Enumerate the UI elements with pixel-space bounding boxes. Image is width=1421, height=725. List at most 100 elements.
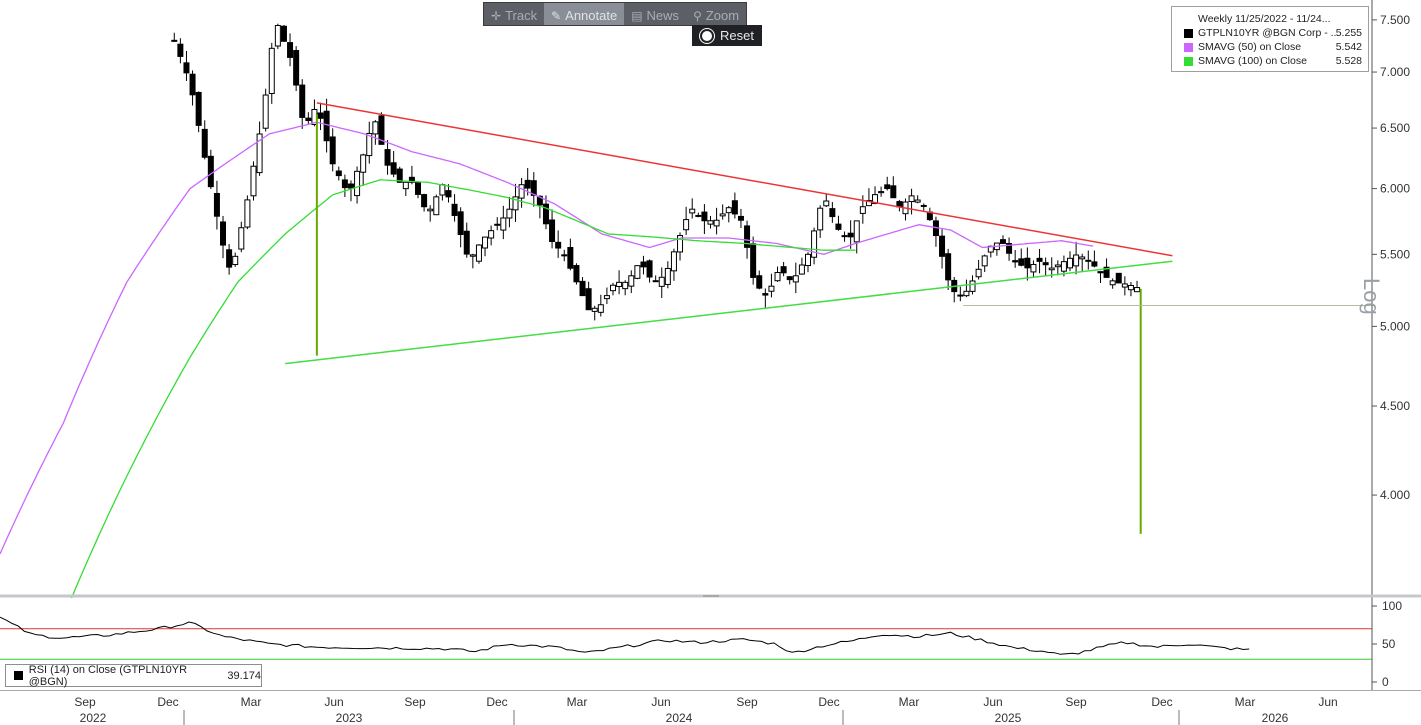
month-label: Mar [899, 695, 920, 709]
candle-body [1103, 266, 1110, 278]
year-label: 2022 [80, 711, 107, 725]
candle-body [421, 194, 428, 208]
y-tick-label: 5.500 [1380, 247, 1410, 261]
news-button[interactable]: ▤ News [624, 3, 686, 25]
candle-body [579, 280, 586, 297]
price-chart[interactable]: 7.500 7.000 6.500 6.000 5.500 5.000 4.500 4.000 [0, 0, 1421, 598]
candle-body [1097, 271, 1104, 274]
track-button[interactable]: ✛ Track [484, 3, 544, 25]
candle-body [768, 285, 775, 292]
month-label: Dec [157, 695, 178, 709]
candle-body [1109, 280, 1116, 286]
legend[interactable]: Weekly 11/25/2022 - 11/24... GTPLN10YR @… [1171, 6, 1369, 72]
legend-item-sma50[interactable]: SMAVG (50) on Close 5.542 [1180, 41, 1362, 53]
candle-body [408, 176, 415, 183]
y-tick-label: 5.000 [1380, 319, 1410, 333]
candle-body [1012, 260, 1019, 263]
candle-body [226, 249, 233, 268]
candle-body [884, 184, 891, 190]
candle-body [1134, 287, 1141, 293]
candle-body [293, 50, 300, 86]
month-label: Dec [1151, 695, 1172, 709]
month-label: Jun [1318, 695, 1337, 709]
candle-body [506, 208, 513, 219]
legend-swatch-sma100 [1184, 56, 1193, 66]
rsi-y-tick-label: 50 [1382, 637, 1396, 651]
candle-body [1067, 257, 1074, 269]
candle-body [713, 219, 720, 227]
month-label: Jun [983, 695, 1002, 709]
candle-body [256, 133, 263, 174]
candle-body [354, 170, 361, 197]
candle-body [378, 115, 385, 145]
candle-body [542, 203, 549, 225]
candle-body [683, 219, 690, 231]
candle-body [518, 184, 525, 199]
candle-body [658, 276, 665, 287]
candle-body [494, 223, 501, 226]
candle-body [829, 208, 836, 218]
rsi-chart[interactable]: 100 50 0 [0, 598, 1421, 690]
log-scale-label[interactable]: Log [1359, 278, 1384, 315]
sma100-line [70, 179, 856, 598]
month-label: Dec [486, 695, 507, 709]
candle-body [701, 211, 708, 222]
reset-icon [700, 28, 714, 43]
y-tick-label: 4.000 [1380, 488, 1410, 502]
candle-body [463, 230, 470, 255]
candle-body [725, 207, 732, 214]
candle-body [939, 235, 946, 257]
candle-body [1024, 257, 1031, 269]
candle-body [530, 180, 537, 196]
annotate-button[interactable]: ✎ Annotate [544, 3, 625, 25]
candle-body [1030, 263, 1037, 273]
candle-body [549, 219, 556, 243]
candle-body [640, 261, 647, 268]
year-labels: 2022 2023 2024 2025 2026 [80, 710, 1289, 725]
month-label: Mar [241, 695, 262, 709]
reset-button[interactable]: Reset [692, 25, 762, 46]
candle-body [677, 235, 684, 253]
candle-body [616, 281, 623, 287]
legend-item-sma100[interactable]: SMAVG (100) on Close 5.528 [1180, 55, 1362, 67]
candle-body [707, 220, 714, 225]
candle-body [360, 154, 367, 173]
candle-body [878, 191, 885, 194]
candle-body [1048, 267, 1055, 271]
candle-body [177, 43, 184, 57]
candle-body [482, 236, 489, 249]
rsi-legend-value: 39.174 [227, 669, 261, 682]
candle-body [804, 253, 811, 267]
legend-item-price[interactable]: GTPLN10YR @BGN Corp - ... 5.255 [1180, 27, 1362, 39]
chart-toolbar: ✛ Track ✎ Annotate ▤ News ⚲ Zoom [483, 2, 748, 26]
candle-body [244, 199, 251, 228]
candle-body [1091, 261, 1098, 267]
candle-body [555, 241, 562, 249]
rsi-legend[interactable]: RSI (14) on Close (GTPLN10YR @BGN) 39.17… [5, 663, 262, 688]
candle-body [597, 304, 604, 313]
month-labels: Sep Dec Mar Jun Sep Dec Mar Jun Sep Dec Mar Jun Sep D… [74, 695, 1337, 709]
candle-body [567, 246, 574, 269]
rsi-y-tick-label: 0 [1382, 675, 1389, 689]
zoom-button[interactable]: ⚲ Zoom [686, 3, 746, 25]
legend-item-name: SMAVG (50) on Close [1198, 41, 1302, 53]
candle-body [1115, 272, 1122, 284]
lower-trendline[interactable] [285, 260, 1173, 365]
y-tick-label: 4.500 [1380, 399, 1410, 413]
candle-body [469, 254, 476, 257]
news-icon: ▤ [631, 8, 643, 23]
candle-body [561, 254, 568, 257]
candle-body [737, 215, 744, 221]
rsi-legend-label: RSI (14) on Close (GTPLN10YR @BGN) [28, 663, 188, 688]
y-tick-label: 6.000 [1380, 182, 1410, 196]
candle-body [1054, 264, 1061, 268]
candle-body [317, 112, 324, 119]
candle-body [591, 307, 598, 312]
candle-body [945, 253, 952, 281]
year-label: 2023 [336, 711, 363, 725]
candle-body [817, 207, 824, 231]
upper-trendline[interactable] [316, 102, 1173, 257]
candle-body [305, 117, 312, 121]
candle-body [811, 230, 818, 258]
reset-label: Reset [720, 28, 754, 43]
